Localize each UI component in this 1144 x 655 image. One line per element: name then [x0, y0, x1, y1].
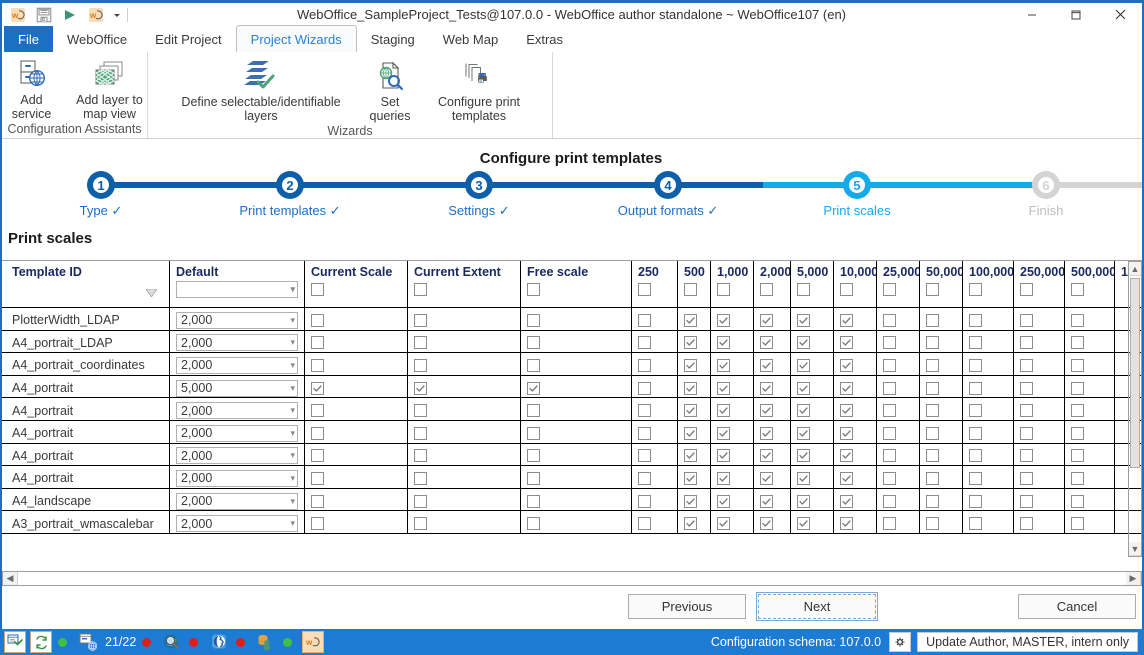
svg-text:w: w: [305, 638, 313, 647]
